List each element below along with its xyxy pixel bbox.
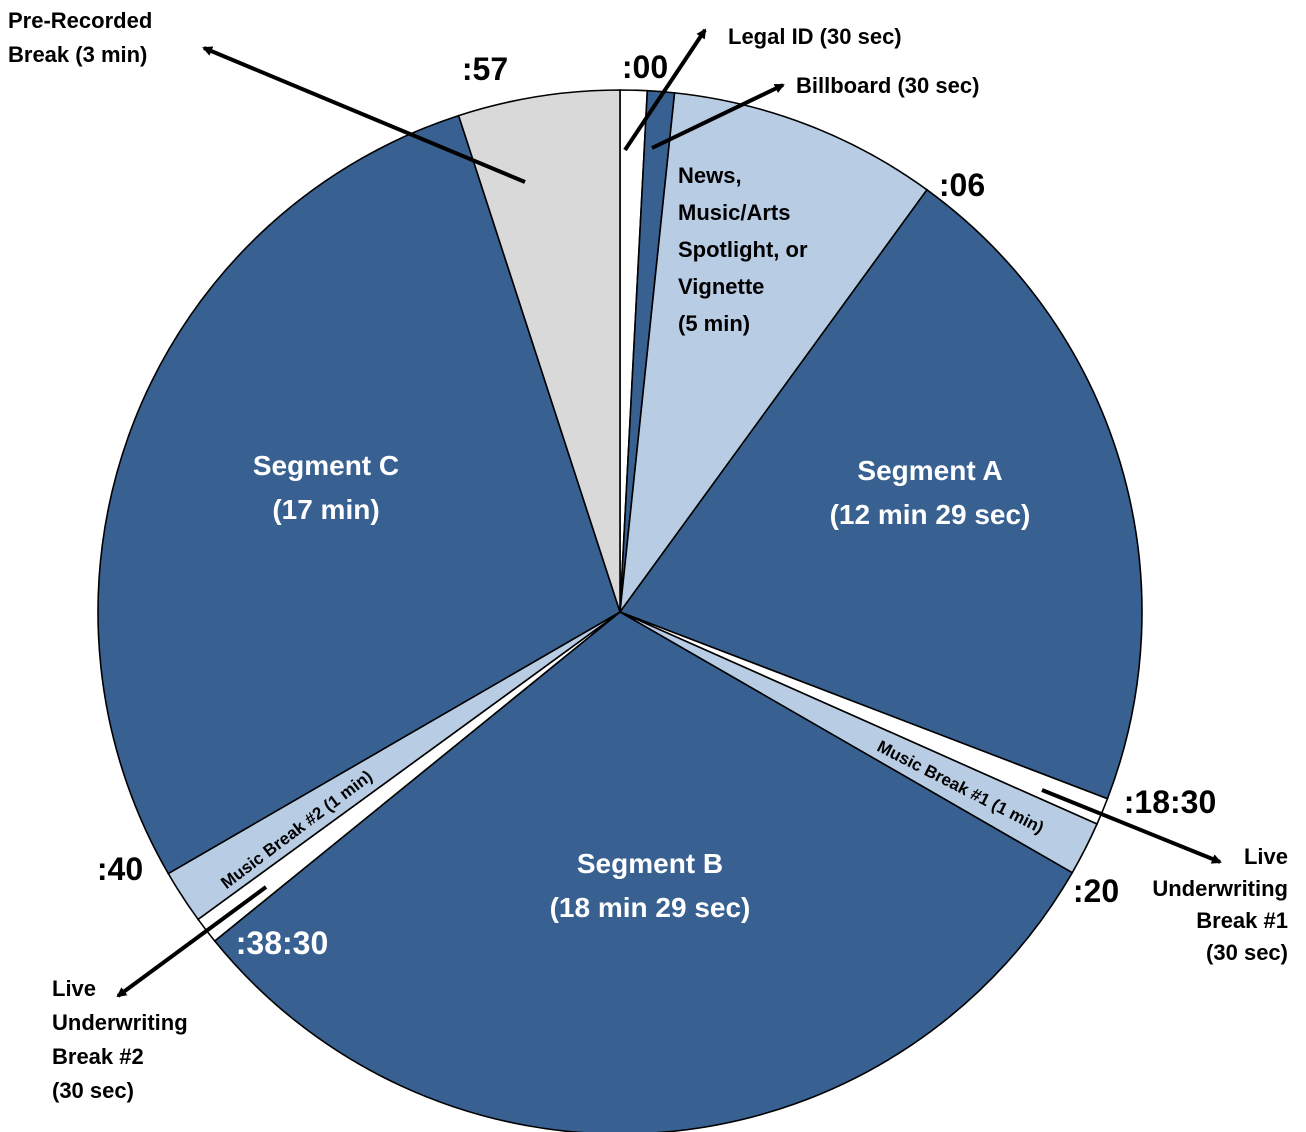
pie-slice-10 [457, 89, 621, 613]
billboard-arrow [651, 83, 785, 150]
svg-text:Live: Live [52, 976, 96, 1001]
pre-recorded-arrow [202, 46, 526, 184]
segment-a-label: Segment A (12 min 29 sec) [830, 455, 1031, 530]
svg-text:Live: Live [1244, 844, 1288, 869]
svg-text:Segment B: Segment B [577, 848, 723, 879]
svg-text:(18 min 29 sec): (18 min 29 sec) [550, 892, 751, 923]
svg-text:Music/Arts: Music/Arts [678, 200, 790, 225]
time-mark-57: :57 [462, 51, 508, 87]
svg-text:News,: News, [678, 163, 742, 188]
svg-text:Spotlight, or: Spotlight, or [678, 237, 808, 262]
underwriting-2-callout: Live Underwriting Break #2 (30 sec) [52, 976, 188, 1103]
billboard-callout: Billboard (30 sec) [796, 73, 979, 98]
svg-text:Break #2: Break #2 [52, 1044, 144, 1069]
svg-text:Segment C: Segment C [253, 450, 399, 481]
pie-slices [97, 89, 1143, 1132]
legal-id-arrow [623, 28, 707, 152]
news-slice-label: News, Music/Arts Spotlight, or Vignette … [678, 163, 808, 336]
pie-slice-9 [97, 114, 621, 875]
time-mark-3830: :38:30 [236, 925, 329, 961]
time-mark-1830: :18:30 [1124, 784, 1217, 820]
time-mark-40: :40 [97, 851, 143, 887]
svg-text:Break (3 min): Break (3 min) [8, 42, 147, 67]
svg-text:(5 min): (5 min) [678, 311, 750, 336]
pie-slice-6 [213, 611, 1074, 1132]
svg-text:Underwriting: Underwriting [52, 1010, 188, 1035]
legal-id-callout: Legal ID (30 sec) [728, 24, 902, 49]
svg-text:Segment A: Segment A [857, 455, 1002, 486]
svg-text:Pre-Recorded: Pre-Recorded [8, 8, 152, 33]
time-mark-20: :20 [1073, 873, 1119, 909]
svg-text:Underwriting: Underwriting [1152, 876, 1288, 901]
svg-text:Break #1: Break #1 [1196, 908, 1288, 933]
underwriting-2-arrow [116, 885, 268, 998]
pre-recorded-callout: Pre-Recorded Break (3 min) [8, 8, 152, 67]
svg-text:(12 min 29 sec): (12 min 29 sec) [830, 499, 1031, 530]
svg-text:(30 sec): (30 sec) [1206, 940, 1288, 965]
time-mark-00: :00 [622, 49, 668, 85]
underwriting-1-callout: Live Underwriting Break #1 (30 sec) [1152, 844, 1288, 965]
pie-slice-2 [618, 91, 929, 615]
segment-b-label: Segment B (18 min 29 sec) [550, 848, 751, 923]
svg-text:Vignette: Vignette [678, 274, 764, 299]
pie-slice-3 [618, 188, 1143, 800]
segment-c-label: Segment C (17 min) [253, 450, 399, 525]
time-mark-06: :06 [939, 167, 985, 203]
underwriting-1-arrow [1041, 788, 1222, 864]
svg-text:(30 sec): (30 sec) [52, 1078, 134, 1103]
svg-text:(17 min): (17 min) [272, 494, 379, 525]
